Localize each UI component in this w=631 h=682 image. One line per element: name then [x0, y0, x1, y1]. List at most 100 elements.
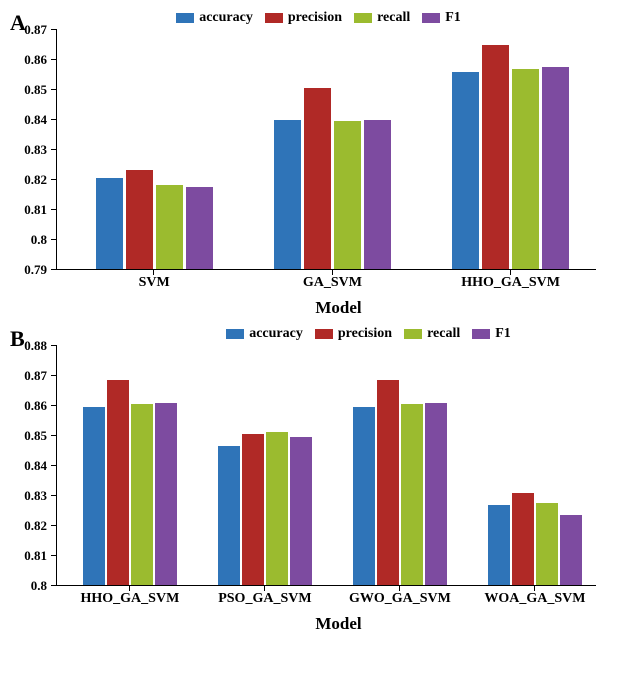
panel-b-plot-area: 0.80.810.820.830.840.850.860.870.88HHO_G… — [56, 346, 596, 586]
legend-swatch — [422, 13, 440, 23]
bar — [488, 505, 510, 585]
panel-b-chart: accuracyprecisionrecallF1 0.80.810.820.8… — [56, 326, 621, 634]
category-label: HHO_GA_SVM — [81, 591, 180, 607]
y-tick-label: 0.81 — [24, 548, 47, 564]
legend-item: accuracy — [176, 10, 253, 26]
y-tick — [51, 29, 57, 30]
y-tick — [51, 345, 57, 346]
bar — [155, 403, 177, 585]
legend-label: accuracy — [199, 10, 253, 26]
y-tick — [51, 89, 57, 90]
legend-swatch — [354, 13, 372, 23]
legend-label: precision — [338, 326, 392, 342]
bar — [290, 437, 312, 586]
y-tick — [51, 149, 57, 150]
y-tick-label: 0.85 — [24, 428, 47, 444]
panel-a: A accuracyprecisionrecallF1 0.790.80.810… — [10, 10, 621, 318]
legend-swatch — [226, 329, 244, 339]
bar — [83, 407, 105, 585]
y-tick — [51, 525, 57, 526]
legend-label: recall — [377, 10, 410, 26]
y-tick — [51, 269, 57, 270]
figure: A accuracyprecisionrecallF1 0.790.80.810… — [10, 10, 621, 634]
y-tick-label: 0.79 — [24, 262, 47, 278]
panel-a-plot-area: 0.790.80.810.820.830.840.850.860.87SVMGA… — [56, 30, 596, 270]
category-label: GWO_GA_SVM — [349, 591, 451, 607]
legend-item: F1 — [472, 326, 511, 342]
bar — [512, 69, 539, 269]
y-tick-label: 0.84 — [24, 458, 47, 474]
panel-a-chart: accuracy precision recall F1 0.790.80.810.8… — [56, 10, 621, 318]
y-tick — [51, 465, 57, 466]
bar — [126, 170, 153, 269]
bar — [131, 404, 153, 585]
y-tick — [51, 239, 57, 240]
legend-swatch — [176, 13, 194, 23]
legend-item: recall — [354, 10, 410, 26]
bar — [156, 185, 183, 269]
bar — [274, 120, 301, 269]
legend-item: precision — [315, 326, 392, 342]
legend-swatch — [265, 13, 283, 23]
legend-item: F1 — [422, 10, 461, 26]
category-label: SVM — [139, 275, 170, 291]
bar — [304, 88, 331, 270]
bar — [542, 67, 569, 269]
y-tick-label: 0.87 — [24, 22, 47, 38]
y-tick-label: 0.8 — [31, 232, 47, 248]
y-tick-label: 0.86 — [24, 398, 47, 414]
bar — [218, 446, 240, 586]
panel-a-legend: accuracy precision recall F1 — [16, 10, 621, 26]
bar — [266, 432, 288, 585]
bar — [536, 503, 558, 586]
panel-b: B accuracyprecisionrecallF1 0.80.810.820… — [10, 326, 621, 634]
bar — [107, 380, 129, 586]
y-tick-label: 0.81 — [24, 202, 47, 218]
legend-label: precision — [288, 10, 342, 26]
y-tick — [51, 495, 57, 496]
y-tick-label: 0.85 — [24, 82, 47, 98]
panel-b-legend: accuracyprecisionrecallF1 — [116, 326, 621, 342]
bar — [425, 403, 447, 585]
category-label: PSO_GA_SVM — [218, 591, 311, 607]
legend-swatch — [472, 329, 490, 339]
y-tick-label: 0.88 — [24, 338, 47, 354]
legend-swatch — [315, 329, 333, 339]
bar — [452, 72, 479, 269]
y-tick-label: 0.8 — [31, 578, 47, 594]
panel-a-x-axis-title: Model — [56, 298, 621, 318]
bar — [334, 121, 361, 269]
y-tick — [51, 179, 57, 180]
y-tick — [51, 375, 57, 376]
bar — [401, 404, 423, 585]
y-tick-label: 0.84 — [24, 112, 47, 128]
bar — [353, 407, 375, 585]
bar — [560, 515, 582, 586]
y-tick-label: 0.82 — [24, 518, 47, 534]
legend-item: recall — [404, 326, 460, 342]
y-tick — [51, 209, 57, 210]
y-tick — [51, 585, 57, 586]
y-tick-label: 0.87 — [24, 368, 47, 384]
y-tick — [51, 435, 57, 436]
bar — [377, 380, 399, 586]
bar — [186, 187, 213, 270]
y-tick-label: 0.86 — [24, 52, 47, 68]
y-tick-label: 0.83 — [24, 488, 47, 504]
legend-label: recall — [427, 326, 460, 342]
panel-b-label: B — [10, 326, 25, 352]
bar — [96, 178, 123, 270]
bar — [512, 493, 534, 585]
y-tick — [51, 405, 57, 406]
y-tick-label: 0.83 — [24, 142, 47, 158]
category-label: GA_SVM — [303, 275, 362, 291]
legend-item: precision — [265, 10, 342, 26]
legend-label: F1 — [445, 10, 461, 26]
y-tick — [51, 119, 57, 120]
legend-label: F1 — [495, 326, 511, 342]
legend-swatch — [404, 329, 422, 339]
category-label: HHO_GA_SVM — [461, 275, 560, 291]
y-tick-label: 0.82 — [24, 172, 47, 188]
bar — [364, 120, 391, 269]
bar — [242, 434, 264, 585]
